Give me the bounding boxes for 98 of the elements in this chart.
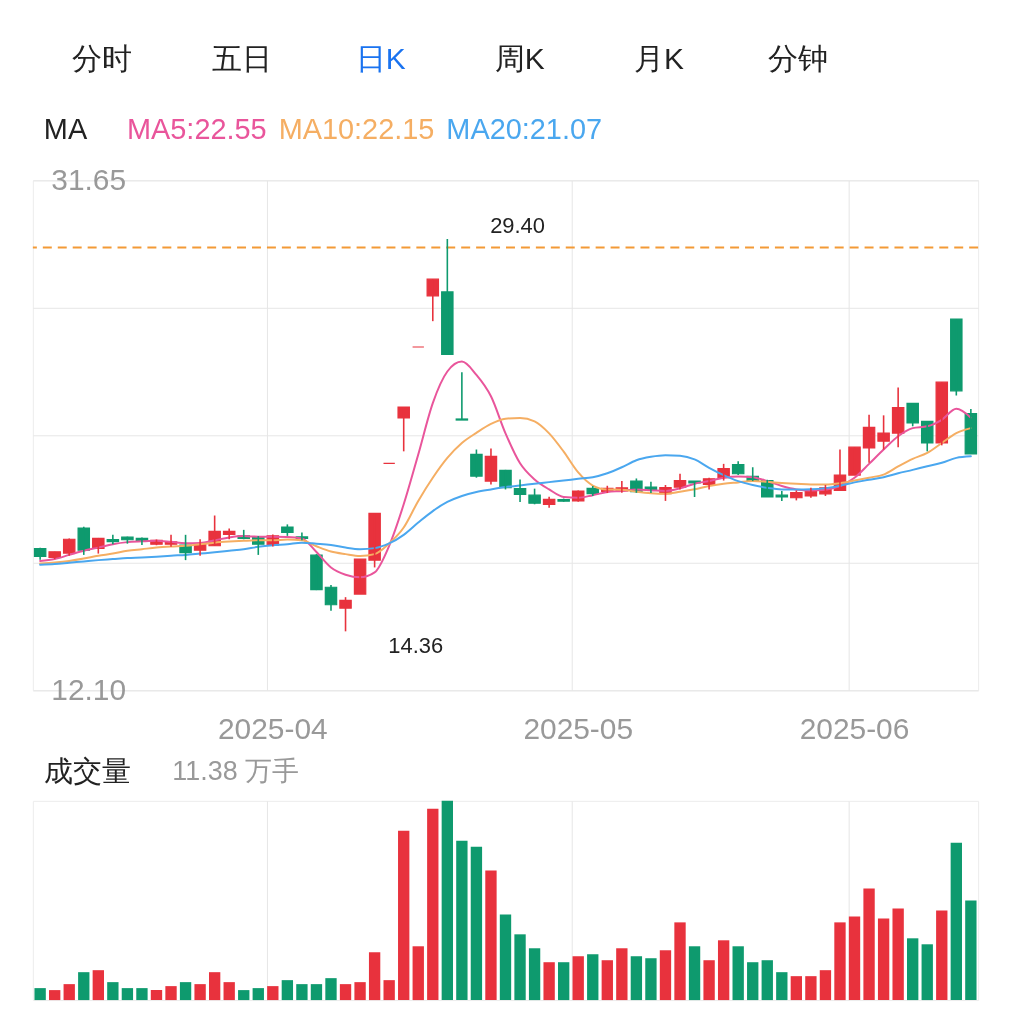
bar xyxy=(456,840,468,1001)
bar xyxy=(514,934,526,1001)
bar xyxy=(34,988,46,1001)
bar xyxy=(950,842,962,1001)
bar xyxy=(194,984,206,1001)
bar xyxy=(790,976,803,1001)
bar xyxy=(252,988,264,1001)
bar xyxy=(688,946,701,1001)
bar xyxy=(107,982,119,1001)
bar xyxy=(208,972,221,1001)
bar xyxy=(630,956,643,1001)
bar xyxy=(470,846,483,1001)
line-series xyxy=(39,360,972,579)
bar xyxy=(848,916,861,1001)
bar xyxy=(63,984,75,1001)
bar xyxy=(659,950,672,1001)
bar xyxy=(238,990,250,1001)
bar xyxy=(776,972,788,1001)
candlestick xyxy=(397,406,410,453)
bar xyxy=(499,914,512,1001)
annotation: 14.36 xyxy=(388,633,444,659)
bar xyxy=(528,948,541,1001)
bar xyxy=(965,900,977,1001)
bar xyxy=(747,962,759,1001)
bar xyxy=(136,988,148,1001)
candlestick xyxy=(950,318,963,397)
candlestick xyxy=(441,238,454,356)
bar xyxy=(601,960,613,1001)
bar xyxy=(645,958,657,1001)
candlestick xyxy=(906,402,919,428)
bar xyxy=(616,948,628,1001)
bar xyxy=(703,960,715,1001)
bar xyxy=(296,984,308,1001)
bar xyxy=(267,986,279,1001)
chart-title: 成交量 xyxy=(43,754,131,787)
bar xyxy=(907,938,919,1001)
bar xyxy=(354,982,366,1001)
candlestick xyxy=(470,448,483,479)
bar xyxy=(78,972,90,1001)
bar xyxy=(892,908,904,1001)
y-tick-label: 31.65 xyxy=(51,162,127,196)
category-label: 日K xyxy=(355,41,406,75)
y-tick-label: 12.10 xyxy=(51,672,127,706)
bar xyxy=(805,976,817,1001)
bar xyxy=(572,956,584,1001)
bar xyxy=(223,982,235,1001)
line-series xyxy=(39,454,972,566)
bar xyxy=(121,988,134,1001)
bar xyxy=(863,888,875,1001)
candlestick xyxy=(339,596,352,633)
bar xyxy=(543,962,555,1001)
bar xyxy=(834,922,846,1001)
bar xyxy=(558,962,570,1001)
bar xyxy=(732,946,744,1001)
bar xyxy=(427,808,439,1001)
bar xyxy=(761,960,773,1001)
bar xyxy=(325,978,337,1001)
bar xyxy=(674,922,686,1001)
candlestick xyxy=(353,558,367,595)
bar xyxy=(281,980,294,1001)
bar xyxy=(310,984,323,1001)
bar xyxy=(717,940,730,1001)
bar xyxy=(398,830,410,1001)
bar xyxy=(383,980,395,1001)
legend-title: MA xyxy=(43,113,88,146)
x-tick-label: 2025-06 xyxy=(799,711,910,745)
bar xyxy=(368,952,381,1001)
bar xyxy=(165,986,177,1001)
bar xyxy=(92,970,104,1001)
category-label: 分时 xyxy=(72,41,133,75)
chart-subtitle: 11.38 万手 xyxy=(172,755,300,786)
line-series xyxy=(39,416,972,565)
candlestick xyxy=(455,371,469,421)
bar xyxy=(936,910,948,1001)
candlestick xyxy=(848,446,861,476)
x-tick-label: 2025-04 xyxy=(218,711,328,745)
bar xyxy=(819,970,832,1001)
bar xyxy=(485,870,497,1001)
candlestick xyxy=(310,553,323,591)
bar xyxy=(150,990,163,1001)
bar xyxy=(441,800,453,1001)
text: MA20:21.07 xyxy=(446,113,603,146)
x-tick-label: 2025-05 xyxy=(523,711,634,745)
category-label: 周K xyxy=(494,41,545,75)
category-label: 月K xyxy=(633,41,684,75)
bar xyxy=(877,918,890,1001)
candlestick xyxy=(877,414,890,451)
bar xyxy=(179,982,192,1001)
category-label: 五日 xyxy=(211,41,272,75)
bar xyxy=(587,954,599,1001)
text: MA5:22.55 xyxy=(127,113,267,146)
category-label: 分钟 xyxy=(768,41,829,75)
bar xyxy=(921,944,933,1001)
bar xyxy=(339,984,352,1001)
bar xyxy=(412,946,424,1001)
bar xyxy=(49,990,61,1001)
annotation: 29.40 xyxy=(490,213,545,239)
text: MA10:22.15 xyxy=(278,113,435,146)
